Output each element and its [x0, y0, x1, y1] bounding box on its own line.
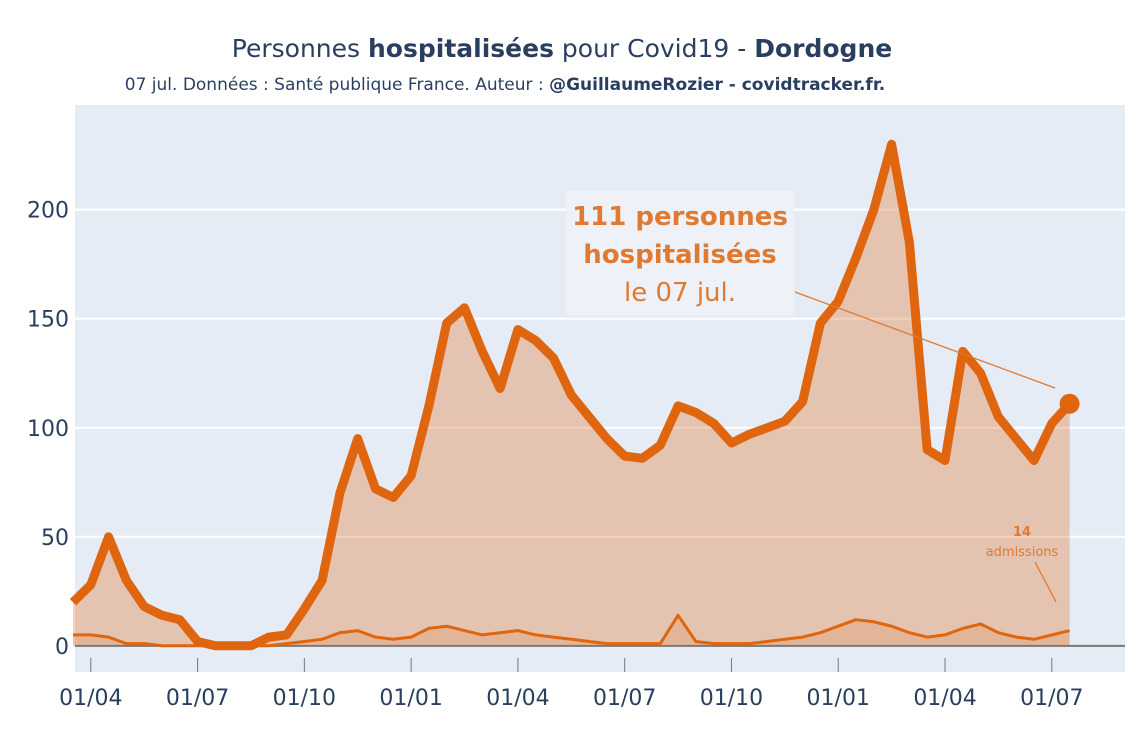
annotation-box [566, 191, 794, 315]
x-tick-label: 01/04 [59, 686, 122, 711]
x-tick-label: 01/01 [807, 686, 870, 711]
subtitle-part: 07 jul. Données : Santé publique France.… [125, 75, 549, 95]
title-part: hospitalisées [368, 34, 554, 63]
annotation-text: admissions [986, 545, 1059, 560]
y-tick-label: 50 [41, 526, 69, 551]
chart-title: Personnes hospitalisées pour Covid19 - D… [232, 34, 892, 63]
x-tick-label: 01/10 [273, 686, 336, 711]
x-tick-label: 01/07 [1020, 686, 1083, 711]
y-tick-label: 200 [27, 199, 69, 224]
title-part: pour Covid19 - [554, 34, 754, 63]
annotation-arrow [794, 291, 1056, 389]
x-tick-label: 01/04 [913, 686, 976, 711]
title-part: Dordogne [754, 34, 892, 63]
x-tick-label: 01/07 [593, 686, 656, 711]
series-line [73, 613, 1070, 648]
y-tick-label: 150 [27, 308, 69, 333]
annotation-text: le 07 jul. [624, 278, 736, 308]
subtitle-part: @GuillaumeRozier - covidtracker.fr. [549, 75, 885, 95]
annotation-text: hospitalisées [583, 240, 776, 270]
y-tick-label: 0 [55, 635, 69, 660]
x-tick-label: 01/07 [166, 686, 229, 711]
annotation-text: 111 personnes [572, 202, 788, 232]
series-area [73, 615, 1070, 646]
x-tick-label: 01/01 [379, 686, 442, 711]
chart-subtitle: 07 jul. Données : Santé publique France.… [125, 75, 886, 95]
annotation-arrow [1034, 561, 1057, 603]
x-tick-label: 01/04 [486, 686, 549, 711]
y-tick-label: 100 [27, 417, 69, 442]
annotation-text: 14 [1013, 525, 1031, 540]
last-point [1059, 393, 1080, 414]
x-tick-label: 01/10 [700, 686, 763, 711]
title-part: Personnes [232, 34, 368, 63]
